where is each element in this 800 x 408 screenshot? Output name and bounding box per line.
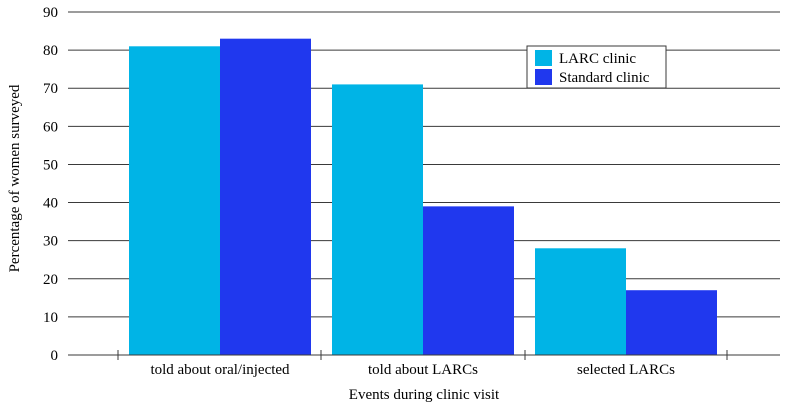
bar-standard-clinic-1 [423, 206, 514, 355]
y-tick-label-70: 70 [43, 81, 58, 97]
y-tick-label-40: 40 [43, 196, 58, 212]
legend-label-larc-clinic: LARC clinic [559, 51, 636, 67]
y-tick-label-0: 0 [51, 348, 59, 364]
x-tick-label-2: selected LARCs [577, 362, 675, 378]
y-axis-label: Percentage of women surveyed [7, 84, 23, 272]
bar-larc-clinic-0 [129, 46, 220, 356]
y-tick-label-50: 50 [43, 157, 58, 173]
legend: LARC clinic Standard clinic [526, 45, 667, 89]
y-tick-labels: 0 10 20 30 40 50 60 70 80 90 [43, 5, 58, 364]
x-axis-label: Events during clinic visit [349, 387, 500, 403]
x-tick-label-1: told about LARCs [368, 362, 478, 378]
bar-standard-clinic-0 [220, 38, 311, 356]
bars [129, 38, 717, 356]
y-tick-label-20: 20 [43, 272, 58, 288]
bar-larc-clinic-1 [332, 84, 423, 356]
y-tick-label-30: 30 [43, 234, 58, 250]
y-tick-label-60: 60 [43, 119, 58, 135]
y-tick-label-80: 80 [43, 43, 58, 59]
y-tick-label-10: 10 [43, 310, 58, 326]
y-tick-label-90: 90 [43, 5, 58, 21]
legend-swatch-larc-clinic [535, 50, 552, 66]
axes [68, 350, 780, 360]
bar-standard-clinic-2 [626, 290, 717, 355]
x-tick-labels: told about oral/injected told about LARCs… [150, 362, 675, 378]
legend-swatch-standard-clinic [535, 69, 552, 85]
bar-larc-clinic-2 [535, 248, 626, 355]
legend-label-standard-clinic: Standard clinic [559, 70, 650, 86]
x-tick-label-0: told about oral/injected [150, 362, 290, 378]
